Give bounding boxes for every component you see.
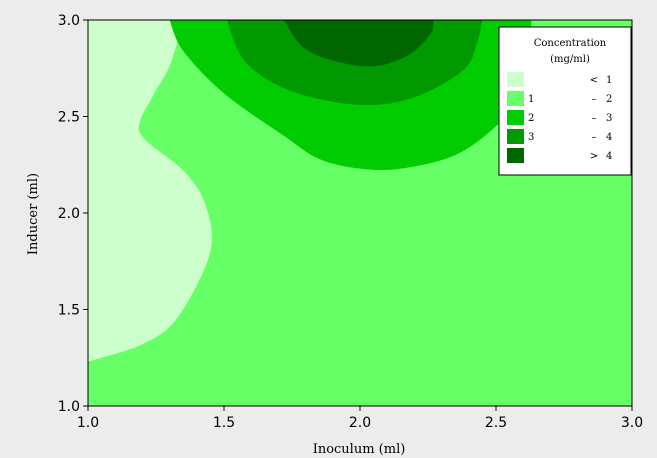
legend-operator: –	[592, 94, 597, 105]
x-tick-label: 1.5	[213, 415, 235, 431]
y-tick-label: 3.0	[58, 13, 80, 29]
x-tick-label: 3.0	[621, 415, 643, 431]
legend-swatch	[507, 148, 524, 163]
y-tick-label: 2.5	[58, 110, 80, 126]
legend-swatch	[507, 110, 524, 125]
legend-operator: >	[590, 151, 598, 162]
x-tick-label: 2.0	[349, 415, 371, 431]
legend-high: 4	[606, 132, 612, 143]
y-axis-label: Inducer (ml)	[26, 173, 41, 255]
legend-high: 2	[606, 94, 612, 105]
legend-title: Concentration	[534, 38, 607, 49]
x-axis-label: Inoculum (ml)	[313, 442, 406, 457]
y-tick-label: 1.5	[58, 303, 80, 319]
legend-operator: –	[592, 132, 597, 143]
y-tick-label: 2.0	[58, 206, 80, 222]
legend-operator: <	[590, 75, 598, 86]
legend-low: 3	[528, 132, 534, 143]
legend-low: 1	[528, 94, 534, 105]
y-tick-label: 1.0	[58, 399, 80, 415]
x-tick-label: 2.5	[485, 415, 507, 431]
legend-swatch	[507, 72, 524, 87]
legend-subtitle: (mg/ml)	[550, 54, 590, 65]
contour-region-4	[283, 20, 434, 67]
legend-low: 2	[528, 113, 534, 124]
legend-swatch	[507, 129, 524, 144]
legend-high: 1	[606, 75, 612, 86]
legend-swatch	[507, 91, 524, 106]
legend: Concentration (mg/ml) <11–22–33–4> 4	[498, 26, 632, 176]
legend-high: 4	[606, 151, 612, 162]
contour-region-1	[88, 20, 213, 362]
legend-operator: –	[592, 113, 597, 124]
legend-high: 3	[606, 113, 612, 124]
x-tick-label: 1.0	[77, 415, 99, 431]
